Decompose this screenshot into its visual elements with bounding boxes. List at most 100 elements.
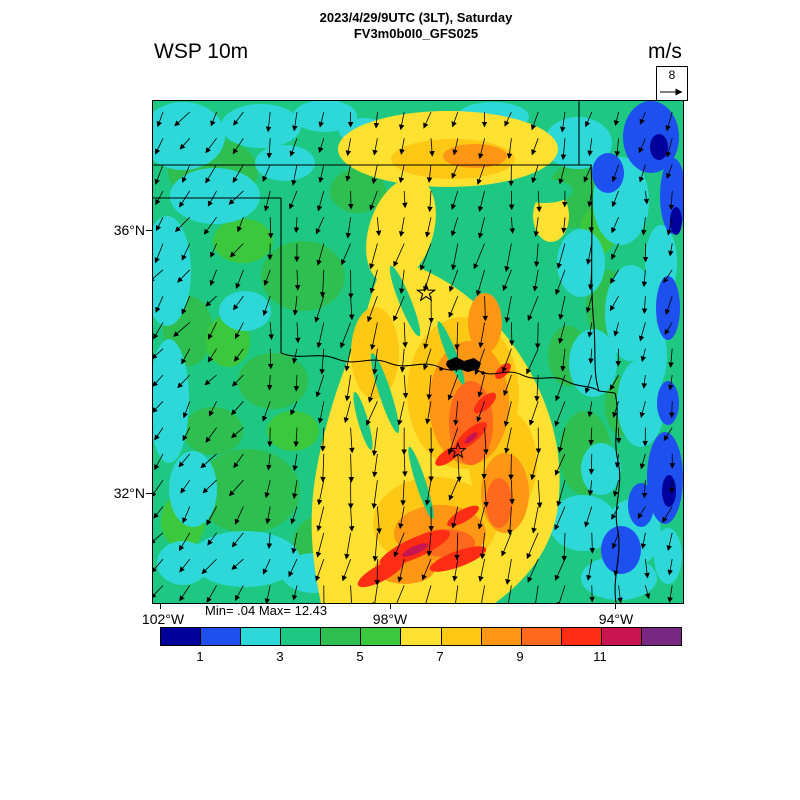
- wind-arrow: [231, 374, 244, 387]
- wind-arrow: [668, 190, 675, 211]
- wind-arrow: [181, 164, 191, 184]
- wind-arrow: [473, 243, 485, 270]
- wind-arrow: [639, 401, 646, 418]
- wind-arrow: [639, 453, 646, 470]
- wind-arrow: [666, 164, 673, 180]
- wind-arrow: [585, 243, 593, 265]
- wind-arrow: [448, 295, 459, 318]
- wind-arrow: [236, 217, 244, 233]
- wind-arrow: [265, 111, 272, 133]
- wind-arrow: [509, 217, 516, 234]
- wind-arrow: [451, 111, 459, 128]
- wind-arrow: [478, 322, 485, 349]
- wind-arrow: [561, 532, 568, 562]
- wind-arrow: [481, 453, 487, 480]
- wind-arrow: [234, 506, 244, 525]
- wind-arrow: [666, 532, 673, 552]
- wind-arrow: [262, 558, 271, 575]
- wind-arrow: [181, 295, 191, 315]
- wind-arrow: [367, 374, 378, 403]
- wind-arrow: [638, 138, 646, 154]
- wind-arrow: [588, 453, 595, 475]
- wind-arrow: [266, 138, 273, 159]
- wind-arrow: [663, 427, 673, 442]
- wind-arrow: [292, 480, 298, 500]
- colorbar-segment-orange: [481, 628, 522, 645]
- wind-arrow: [372, 453, 378, 478]
- wind-arrow: [560, 111, 566, 133]
- lat-label-36n: 36°N: [113, 222, 145, 238]
- wind-arrow: [526, 532, 539, 560]
- wind-arrow: [426, 164, 433, 183]
- wind-arrow: [289, 138, 298, 157]
- lake-dot: [439, 367, 443, 371]
- wind-arrow: [397, 401, 405, 426]
- wind-arrow: [230, 427, 244, 439]
- wind-arrow: [555, 269, 566, 296]
- wind-arrow: [402, 190, 408, 209]
- wind-arrow: [291, 532, 298, 554]
- wind-arrow: [611, 243, 619, 260]
- wind-arrow: [421, 558, 432, 581]
- wind-arrow: [209, 243, 217, 258]
- wind-arrow: [447, 427, 459, 456]
- wind-arrow: [454, 322, 460, 350]
- wind-arrow: [452, 138, 459, 156]
- wind-arrow: [664, 322, 673, 336]
- wind-arrow: [398, 111, 405, 131]
- wind-arrow: [228, 479, 244, 497]
- wind-arrow: [153, 506, 164, 519]
- wind-arrow: [452, 585, 459, 603]
- wind-arrow: [235, 269, 244, 290]
- wind-arrow: [667, 585, 673, 603]
- wind-arrow: [424, 480, 432, 506]
- wind-arrow: [320, 427, 326, 452]
- wind-arrow: [290, 506, 298, 525]
- wind-arrow: [208, 322, 217, 340]
- wind-arrow: [345, 164, 351, 182]
- wind-arrow: [483, 480, 489, 508]
- wind-arrow: [402, 453, 408, 477]
- wind-arrow: [426, 532, 433, 557]
- wind-arrow: [232, 295, 244, 311]
- plot-title-block: 2023/4/29/9UTC (3LT), Saturday FV3m0b0I0…: [32, 10, 800, 42]
- wind-arrow: [234, 348, 244, 362]
- wind-arrow: [611, 164, 619, 183]
- wind-arrow: [350, 585, 352, 603]
- wind-arrow: [558, 164, 566, 185]
- wind-arrow: [208, 401, 217, 417]
- wind-arrow: [663, 269, 673, 284]
- wind-arrow: [425, 585, 432, 603]
- colorbar: [160, 627, 682, 646]
- lake-dot: [481, 371, 485, 375]
- lat-label-32n: 32°N: [113, 485, 145, 501]
- wind-arrow: [530, 111, 539, 131]
- wind-arrow: [423, 111, 432, 129]
- wind-arrow: [534, 322, 541, 349]
- wind-arrow: [154, 427, 164, 441]
- wind-arrow: [584, 111, 593, 128]
- colorbar-segment-brightgreen: [361, 628, 402, 645]
- colorbar-ticks: 1 3 5 7 9 11: [160, 649, 680, 665]
- lon-tick-98w: [390, 604, 391, 609]
- lat-tick-36n: [146, 230, 152, 231]
- colorbar-segment-teal: [281, 628, 322, 645]
- wind-arrow: [554, 453, 566, 476]
- wind-arrow: [476, 401, 485, 423]
- wind-arrow: [153, 322, 164, 340]
- wind-arrow: [179, 138, 191, 150]
- wind-arrow: [611, 217, 619, 234]
- wind-arrow: [232, 138, 244, 155]
- wind-arrow: [614, 138, 621, 157]
- wind-arrow: [181, 348, 191, 365]
- wind-arrow: [451, 164, 459, 179]
- wind-arrow: [233, 111, 244, 126]
- wind-arrow: [205, 295, 217, 307]
- wind-arrow: [640, 532, 647, 550]
- reference-vector-box: 8: [656, 66, 688, 101]
- lon-label-94w: 94°W: [598, 611, 634, 627]
- wind-arrow: [339, 322, 351, 349]
- reference-vector-value: 8: [668, 68, 676, 82]
- wind-arrow: [556, 585, 566, 603]
- wind-arrow: [402, 374, 409, 399]
